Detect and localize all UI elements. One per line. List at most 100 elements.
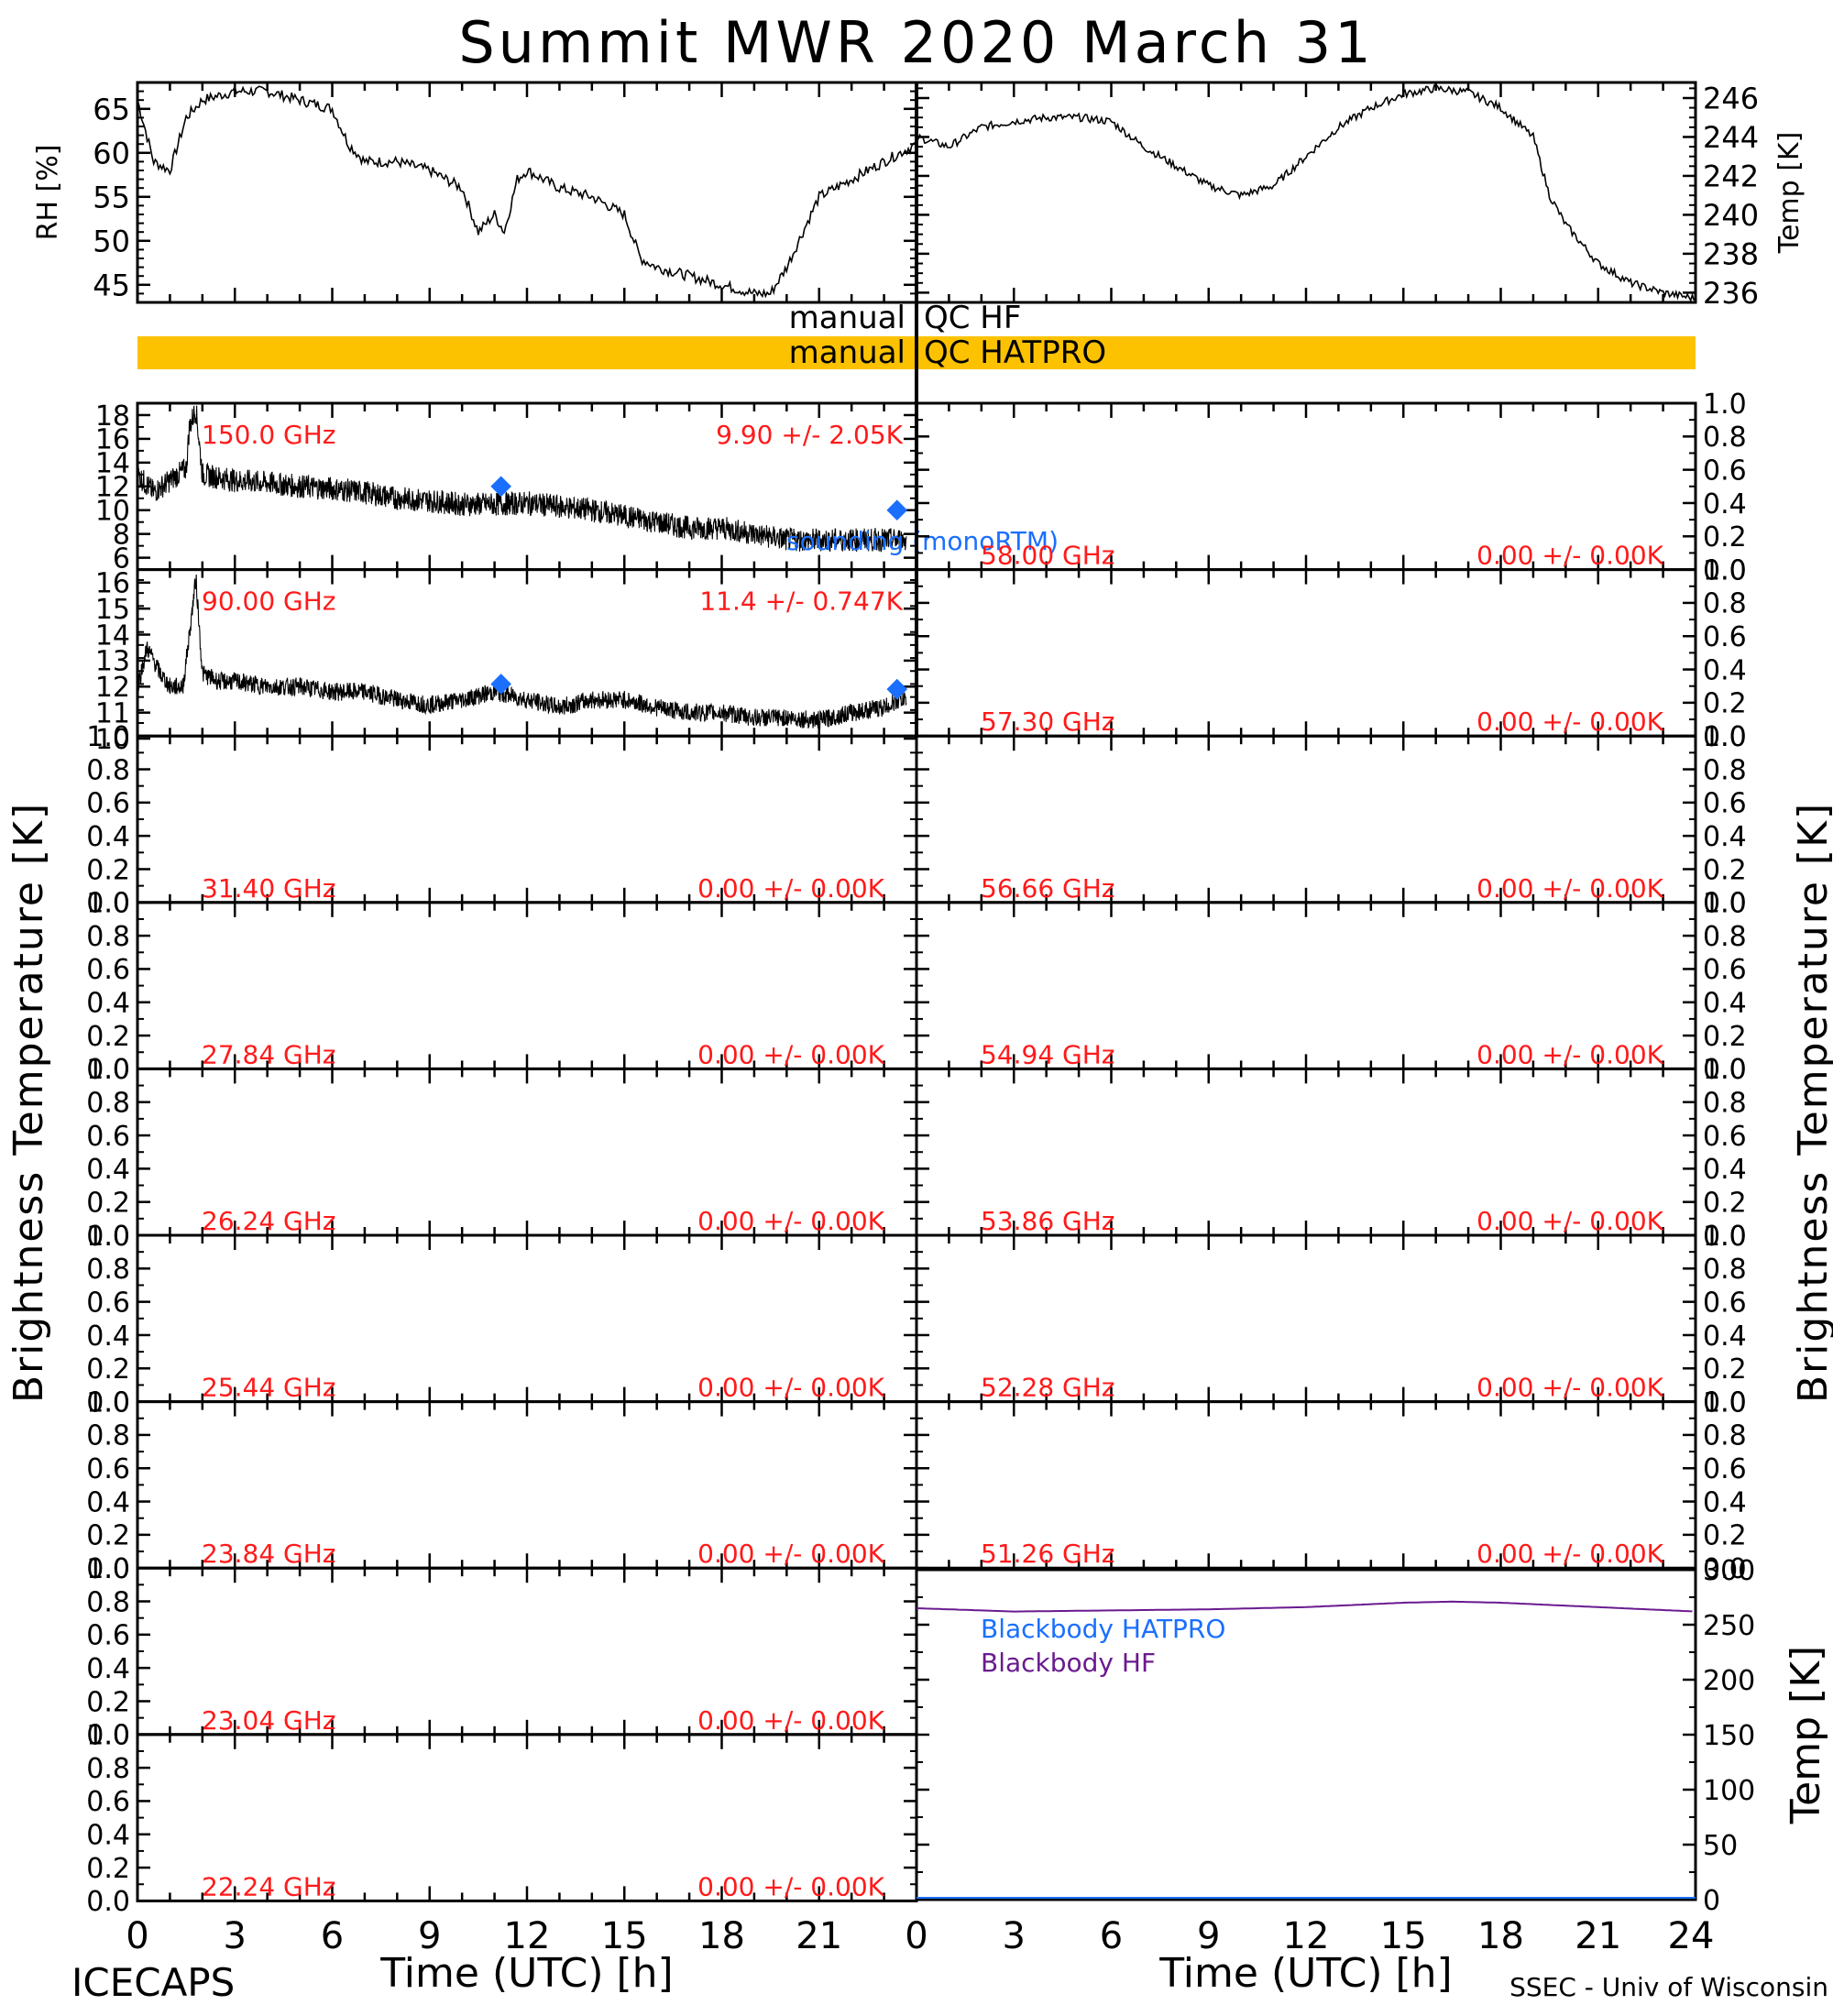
temp-y-axis-label: Temp [K] [1773, 132, 1806, 255]
y-tick-label: 0.2 [86, 1686, 130, 1718]
channel-stat: 0.00 +/- 0.00K [697, 873, 884, 904]
channel-stat: 0.00 +/- 0.00K [1476, 707, 1663, 737]
y-tick-label: 15 [95, 594, 130, 626]
y-tick-label: 10 [95, 496, 130, 528]
y-tick-label: 150 [1703, 1720, 1755, 1752]
y-tick-label: 16 [95, 568, 130, 600]
y-tick-label: 60 [93, 136, 130, 170]
blackbody-panel: 0 50 100 150 200 250 300 Blackbody HATPRO Blac… [915, 1555, 1829, 1917]
y-tick-label: 0.2 [1703, 688, 1747, 720]
footer-right: SSEC - Univ of Wisconsin [1509, 1972, 1828, 2002]
x-tick-label-left: 9 [418, 1915, 441, 1957]
temp-series-line [916, 84, 1695, 303]
footer-xlabel-right: Time (UTC) [h] [1158, 1950, 1452, 1997]
x-tick-label-right: 6 [1100, 1915, 1123, 1957]
y-tick-label: 50 [93, 224, 130, 258]
y-tick-label: 0.8 [1703, 588, 1747, 620]
y-tick-label: 0.0 [86, 1386, 130, 1419]
y-tick-label: 1.0 [1703, 554, 1747, 586]
y-tick-label: 10 [95, 724, 130, 756]
y-tick-label: 0 [1703, 1885, 1720, 1917]
y-tick-label: 0.6 [1703, 954, 1747, 986]
y-tick-label: 0.0 [1703, 721, 1747, 753]
qc-rows: manual QC HF manual QC HATPRO [137, 300, 1696, 371]
x-tick-label-left: 12 [504, 1915, 551, 1957]
y-tick-label: 0.2 [86, 1187, 130, 1219]
y-tick-label: 0.8 [86, 1088, 130, 1120]
x-tick-label-left: 6 [321, 1915, 344, 1957]
channel-label: 150.0 GHz [202, 420, 336, 450]
y-tick-label: 14 [95, 619, 130, 652]
left-panel-5: 0.00.20.40.60.81.025.44 GHz 0.00 +/- 0.00… [86, 1221, 918, 1419]
y-tick-label: 1.0 [86, 888, 130, 920]
footer-left: ICECAPS [71, 1960, 235, 2005]
y-tick-label: 14 [95, 448, 130, 480]
y-tick-label: 0.4 [1703, 488, 1747, 520]
y-tick-label: 1.0 [1703, 389, 1747, 421]
y-tick-label: 1.0 [86, 1553, 130, 1585]
channel-label: 22.24 GHz [202, 1871, 336, 1901]
y-tick-label: 0.2 [86, 1353, 130, 1386]
sounding-marker [886, 499, 908, 521]
y-tick-label: 1.0 [1703, 721, 1747, 753]
y-tick-label: 0.0 [86, 1553, 130, 1585]
x-tick-label-right: 21 [1575, 1915, 1621, 1957]
y-tick-label: 0.6 [86, 1620, 130, 1652]
channel-stat: 0.00 +/- 0.00K [697, 1705, 884, 1736]
channel-stat: 9.90 +/- 2.05K [716, 420, 903, 450]
channel-label: 51.26 GHz [981, 1539, 1115, 1569]
y-tick-label: 50 [1703, 1830, 1738, 1862]
y-tick-label: 0.6 [1703, 1121, 1747, 1153]
y-tick-label: 13 [95, 646, 130, 678]
y-tick-label: 0.6 [86, 1453, 130, 1485]
rh-y-axis-label: RH [%] [32, 145, 64, 241]
channel-series-line [137, 405, 907, 553]
y-tick-label: 0.4 [1703, 654, 1747, 686]
y-tick-label: 0.2 [86, 854, 130, 886]
rh-x-ticks [136, 82, 918, 302]
y-tick-label: 244 [1703, 120, 1759, 155]
y-tick-label: 0.4 [86, 1486, 130, 1518]
channel-label: 25.44 GHz [202, 1373, 336, 1403]
y-tick-label: 55 [93, 180, 130, 214]
y-tick-label: 0.4 [86, 1653, 130, 1685]
y-tick-label: 0.0 [1703, 1553, 1747, 1585]
y-tick-label: 0.2 [86, 1853, 130, 1885]
left-big-y-axis-label: Brightness Temperature [K] [5, 802, 52, 1403]
footer-xlabel-left: Time (UTC) [h] [379, 1950, 673, 1997]
qc-hf-label-right: QC HF [924, 300, 1021, 336]
y-tick-label: 0.0 [1703, 554, 1747, 586]
y-tick-label: 0.4 [1703, 821, 1747, 853]
y-tick-label: 0.6 [86, 954, 130, 986]
x-tick-label-right: 15 [1380, 1915, 1427, 1957]
sounding-marker [490, 476, 511, 498]
right-panel-1: 0.00.20.40.60.81.057.30 GHz 0.00 +/- 0.00… [915, 554, 1747, 753]
x-tick-label-right: 3 [1003, 1915, 1026, 1957]
qc-hf-label-left: manual [789, 300, 906, 336]
x-tick-label-left: 18 [698, 1915, 745, 1957]
y-tick-label: 1.0 [1703, 1386, 1747, 1419]
y-tick-label: 0.2 [1703, 1187, 1747, 1219]
y-tick-label: 0.2 [86, 1021, 130, 1053]
y-tick-label: 0.6 [86, 788, 130, 820]
channel-label: 57.30 GHz [981, 707, 1115, 737]
y-tick-label: 65 [93, 92, 130, 126]
blackbody-legend-hf: Blackbody HF [981, 1648, 1156, 1678]
y-tick-label: 0.8 [1703, 921, 1747, 953]
y-tick-label: 0.0 [1703, 888, 1747, 920]
y-tick-label: 0.6 [86, 1287, 130, 1319]
y-tick-label: 0.0 [1703, 1221, 1747, 1253]
channel-stat: 0.00 +/- 0.00K [697, 1206, 884, 1236]
channel-stat: 0.00 +/- 0.00K [1476, 541, 1663, 571]
channel-stat: 0.00 +/- 0.00K [1476, 1206, 1663, 1236]
blackbody-y-axis-label: Temp [K] [1783, 1646, 1829, 1824]
y-tick-label: 0.0 [1703, 1386, 1747, 1419]
y-tick-label: 8 [113, 519, 130, 551]
rh-series-line [137, 83, 916, 299]
y-tick-label: 0.6 [86, 1121, 130, 1153]
qc-hatpro-label-left: manual [789, 334, 906, 371]
channel-stat: 0.00 +/- 0.00K [697, 1039, 884, 1069]
channel-stat: 11.4 +/- 0.747K [699, 586, 903, 617]
